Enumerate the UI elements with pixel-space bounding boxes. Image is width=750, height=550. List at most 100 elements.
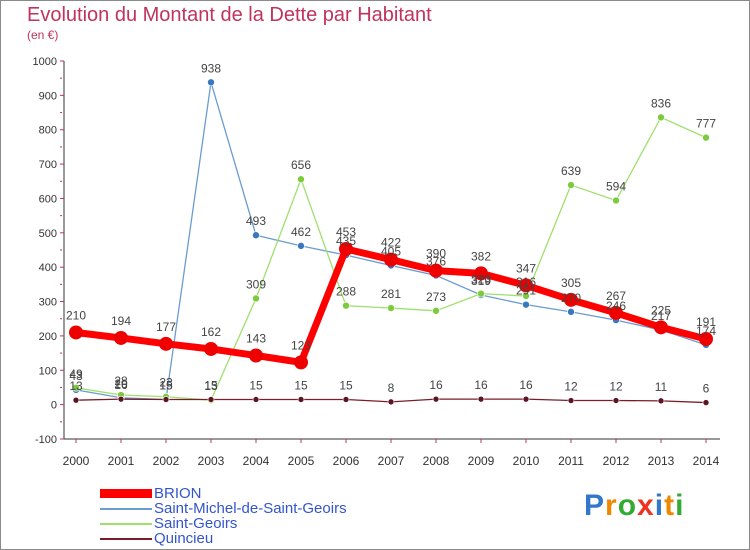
data-point-brion bbox=[339, 241, 353, 256]
data-label-saint-michel-de-saint-geoirs: 376 bbox=[426, 254, 446, 268]
data-label-saint-geoirs: 13 bbox=[204, 379, 218, 393]
data-label-quincieu: 16 bbox=[114, 378, 128, 392]
data-label-saint-geoirs: 316 bbox=[516, 275, 536, 289]
x-tick-label: 2006 bbox=[333, 454, 360, 468]
y-tick-label: 200 bbox=[39, 331, 57, 343]
y-tick-label: 900 bbox=[39, 90, 57, 102]
data-point-quincieu bbox=[477, 395, 485, 403]
data-label-saint-michel-de-saint-geoirs: 405 bbox=[381, 244, 401, 258]
data-point-saint-michel-de-saint-geoirs bbox=[522, 300, 530, 309]
data-point-brion bbox=[564, 292, 578, 307]
data-label-quincieu: 15 bbox=[249, 378, 263, 392]
data-label-brion: 267 bbox=[606, 289, 626, 303]
data-label-saint-michel-de-saint-geoirs: 435 bbox=[336, 234, 356, 248]
chart-axes: -100 0 100 200 300 400 500 600 700 800 900 1000 2000… bbox=[33, 56, 720, 468]
data-point-quincieu bbox=[72, 396, 80, 404]
data-point-saint-geoirs bbox=[342, 301, 350, 310]
data-label-saint-geoirs: 656 bbox=[291, 158, 311, 172]
data-point-saint-geoirs bbox=[657, 113, 665, 122]
y-tick-label: 0 bbox=[51, 400, 57, 412]
x-tick-label: 2010 bbox=[513, 454, 540, 468]
data-point-quincieu bbox=[252, 396, 260, 403]
data-point-saint-geoirs bbox=[522, 292, 530, 300]
logo-letter: r bbox=[605, 489, 618, 522]
data-point-saint-geoirs bbox=[297, 175, 305, 184]
data-label-saint-michel-de-saint-geoirs: 174 bbox=[696, 324, 716, 338]
data-label-quincieu: 12 bbox=[609, 380, 623, 394]
data-label-saint-michel-de-saint-geoirs: 20 bbox=[114, 377, 128, 391]
chart-series bbox=[69, 78, 713, 406]
data-label-quincieu: 11 bbox=[655, 380, 668, 394]
data-label-brion: 422 bbox=[381, 236, 401, 250]
x-tick-label: 2008 bbox=[423, 454, 450, 468]
data-point-saint-geoirs bbox=[567, 181, 575, 189]
x-tick-label: 2011 bbox=[558, 454, 584, 468]
x-tick-label: 2000 bbox=[63, 454, 90, 468]
y-tick-label: 500 bbox=[39, 228, 57, 240]
data-label-brion: 382 bbox=[471, 249, 491, 263]
y-tick-label: -100 bbox=[35, 434, 57, 446]
data-label-saint-geoirs: 639 bbox=[561, 164, 581, 178]
data-point-quincieu bbox=[207, 396, 215, 403]
legend-label-brion: BRION bbox=[154, 485, 202, 502]
y-tick-label: 300 bbox=[39, 297, 57, 309]
data-label-quincieu: 16 bbox=[474, 378, 488, 392]
data-label-quincieu: 15 bbox=[204, 378, 218, 392]
data-label-saint-geoirs: 777 bbox=[696, 117, 716, 131]
data-label-saint-michel-de-saint-geoirs: 938 bbox=[201, 61, 221, 75]
legend-swatch-brion bbox=[100, 489, 152, 498]
logo-letter: x bbox=[637, 489, 655, 522]
legend-swatch-saint-geoirs bbox=[100, 523, 152, 525]
data-point-quincieu bbox=[387, 398, 395, 406]
data-label-saint-michel-de-saint-geoirs: 270 bbox=[561, 291, 581, 305]
data-label-brion: 191 bbox=[696, 315, 716, 329]
data-point-brion bbox=[519, 278, 533, 293]
y-tick-label: 1000 bbox=[33, 56, 57, 68]
x-tick-label: 2005 bbox=[288, 454, 315, 468]
data-label-saint-michel-de-saint-geoirs: 217 bbox=[651, 309, 671, 323]
x-tick-label: 2002 bbox=[153, 454, 180, 468]
data-point-quincieu bbox=[702, 399, 710, 406]
data-label-quincieu: 15 bbox=[339, 378, 353, 392]
data-label-quincieu: 15 bbox=[294, 378, 308, 392]
data-label-saint-geoirs: 28 bbox=[114, 374, 128, 388]
data-point-brion bbox=[609, 305, 623, 320]
data-point-brion bbox=[699, 332, 713, 347]
y-tick-label: 600 bbox=[39, 193, 57, 205]
data-label-quincieu: 16 bbox=[519, 378, 533, 392]
data-label-quincieu: 13 bbox=[69, 379, 83, 393]
data-point-quincieu bbox=[297, 396, 305, 403]
legend-label-saint-michel: Saint-Michel-de-Saint-Geoirs bbox=[154, 500, 347, 517]
data-point-quincieu bbox=[117, 395, 125, 403]
data-point-saint-geoirs bbox=[702, 133, 710, 142]
x-tick-label: 2012 bbox=[603, 454, 630, 468]
legend-label-saint-geoirs: Saint-Geoirs bbox=[154, 515, 238, 532]
data-label-saint-michel-de-saint-geoirs: 462 bbox=[291, 225, 311, 239]
data-label-brion: 162 bbox=[201, 325, 221, 339]
data-point-brion bbox=[114, 330, 128, 345]
data-point-brion bbox=[249, 348, 263, 363]
data-label-saint-geoirs: 23 bbox=[159, 376, 173, 390]
data-label-saint-michel-de-saint-geoirs: 493 bbox=[246, 214, 266, 228]
data-label-saint-geoirs: 594 bbox=[606, 180, 626, 194]
data-label-saint-michel-de-saint-geoirs: 15 bbox=[159, 378, 173, 392]
y-tick-label: 400 bbox=[39, 262, 57, 274]
data-point-quincieu bbox=[657, 397, 665, 405]
data-point-brion bbox=[384, 252, 398, 267]
y-tick-label: 700 bbox=[39, 159, 57, 171]
chart-unit-label: (en €) bbox=[27, 28, 59, 42]
data-label-saint-michel-de-saint-geoirs: 246 bbox=[606, 299, 626, 313]
data-label-brion: 390 bbox=[426, 247, 446, 261]
data-point-brion bbox=[69, 325, 83, 340]
data-point-saint-michel-de-saint-geoirs bbox=[207, 78, 215, 87]
data-point-quincieu bbox=[342, 396, 350, 403]
legend-label-quincieu: Quincieu bbox=[154, 530, 214, 547]
data-label-brion: 210 bbox=[66, 308, 86, 322]
data-point-saint-geoirs bbox=[72, 383, 80, 392]
data-point-saint-michel-de-saint-geoirs bbox=[567, 308, 575, 316]
data-point-saint-michel-de-saint-geoirs bbox=[252, 231, 260, 240]
data-point-saint-geoirs bbox=[387, 304, 395, 312]
data-label-saint-geoirs: 273 bbox=[426, 290, 446, 304]
